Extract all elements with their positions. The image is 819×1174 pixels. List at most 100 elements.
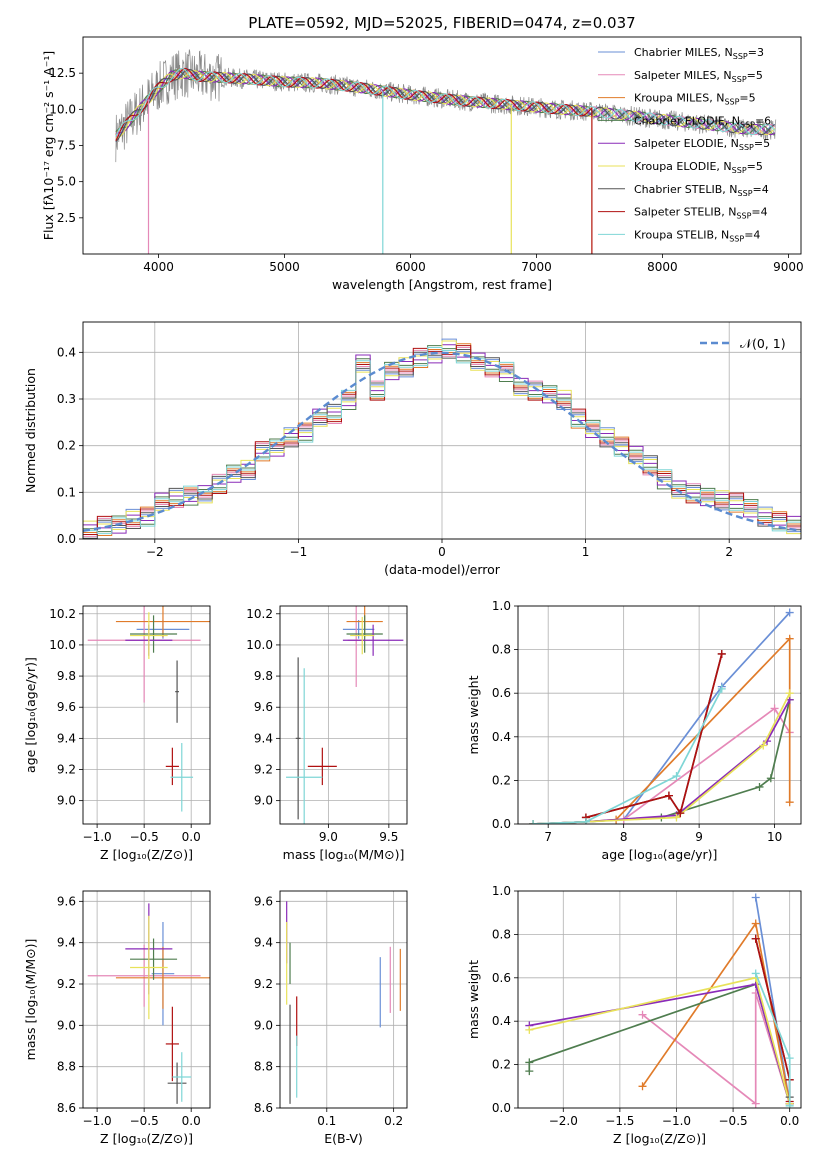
x-tick-label: −1.0 [83, 830, 112, 844]
weight-marker [751, 934, 760, 943]
x-tick-label: −1.0 [662, 1114, 691, 1128]
y-tick-label: 0.1 [57, 485, 76, 499]
y-tick-label: 0.0 [492, 817, 511, 831]
error-bar-point [130, 612, 168, 659]
weight-line [585, 653, 723, 819]
axes-frame [279, 890, 408, 1109]
y-tick-label: 7.5 [57, 139, 76, 153]
y-tick-label: 8.8 [57, 1060, 76, 1074]
axes-frame [82, 605, 211, 825]
weight-marker [717, 684, 726, 693]
y-tick-label: 9.8 [57, 669, 76, 683]
legend-entry: Kroupa MILES, NSSP=5 [634, 92, 756, 107]
plot-area [286, 606, 404, 824]
y-tick-label: 9.4 [254, 936, 273, 950]
weight-line [533, 699, 791, 824]
plot-area [525, 893, 794, 1108]
residual-histogram-step [83, 347, 801, 539]
y-tick-label: 9.2 [57, 763, 76, 777]
y-tick-label: 0.6 [492, 971, 511, 985]
weight-marker [785, 798, 794, 807]
x-axis-label: Z [log₁₀(Z/Z⊙)] [100, 847, 193, 862]
legend-entry: Chabrier MILES, NSSP=3 [634, 46, 764, 61]
y-tick-label: 8.8 [254, 1060, 273, 1074]
weight-marker [529, 820, 538, 824]
x-axis-label: Z [log₁₀(Z/Z⊙)] [100, 1131, 193, 1146]
legend-entry: Chabrier ELODIE, NSSP=6 [634, 114, 771, 129]
y-tick-label: 9.6 [57, 894, 76, 908]
x-tick-label: 5000 [269, 260, 300, 274]
weight-line [533, 636, 791, 824]
y-tick-label: 10.2 [49, 607, 76, 621]
error-bar-point [286, 668, 323, 824]
weight-marker [759, 741, 768, 750]
y-tick-label: 10.0 [49, 638, 76, 652]
plot-area [286, 901, 401, 1104]
y-tick-label: 9.2 [254, 977, 273, 991]
weight-marker [785, 1101, 794, 1108]
weight-line [585, 653, 723, 819]
grid [83, 606, 210, 824]
legend-entry: Chabrier STELIB, NSSP=4 [634, 183, 769, 198]
x-axis-label: wavelength [Angstrom, rest frame] [332, 277, 552, 292]
y-tick-label: 0.3 [57, 392, 76, 406]
weight-marker [638, 1010, 647, 1019]
weight-marker [770, 704, 779, 713]
weight-marker [525, 1058, 534, 1067]
y-tick-label: 0.8 [492, 927, 511, 941]
legend-entry: Salpeter MILES, NSSP=5 [634, 69, 763, 84]
x-tick-label: −1.5 [605, 1114, 634, 1128]
y-axis-label: age [log₁₀(age/yr)] [23, 657, 38, 773]
y-tick-label: 8.6 [254, 1101, 273, 1115]
x-axis-label: (data-model)/error [384, 562, 501, 577]
residual-histogram-step [83, 340, 801, 539]
model-spectrum-line [115, 67, 593, 254]
axes-frame [517, 890, 802, 1109]
legend-entry: Kroupa ELODIE, NSSP=5 [634, 160, 763, 175]
weight-line [533, 688, 723, 824]
weight-marker [785, 608, 794, 617]
error-bar-point [165, 1006, 179, 1082]
x-tick-label: 0.0 [182, 830, 201, 844]
y-axis-label: mass weight [466, 675, 481, 754]
legend-entry: Kroupa STELIB, NSSP=4 [634, 228, 760, 243]
axes-frame [279, 605, 408, 825]
weight-marker [525, 1025, 534, 1034]
x-tick-label: 7 [544, 830, 552, 844]
x-tick-label: −1 [290, 545, 308, 559]
model-spectrum-line [115, 70, 776, 136]
x-tick-label: 2 [725, 545, 733, 559]
y-tick-label: 9.2 [57, 977, 76, 991]
weight-marker [785, 1054, 794, 1063]
model-spectrum-line [115, 68, 593, 254]
error-bar-point [172, 1052, 192, 1102]
x-tick-label: 1 [582, 545, 590, 559]
y-tick-label: 1.0 [492, 884, 511, 898]
x-tick-label: 9.5 [379, 830, 398, 844]
weight-marker [581, 817, 590, 824]
y-tick-label: 5.0 [57, 175, 76, 189]
plot-area [115, 49, 777, 254]
error-bar-point [295, 657, 301, 820]
x-tick-label: 0.0 [780, 1114, 799, 1128]
model-spectrum-line [115, 68, 776, 137]
weight-marker [717, 649, 726, 658]
y-tick-label: 0.0 [492, 1101, 511, 1115]
x-tick-label: −0.5 [719, 1114, 748, 1128]
y-tick-label: 1.0 [492, 599, 511, 613]
plot-area [529, 608, 794, 824]
error-bar-point [342, 624, 404, 656]
plot-area [87, 606, 210, 812]
plot-area [83, 338, 801, 539]
y-tick-label: 0.4 [492, 1014, 511, 1028]
x-axis-label: E(B-V) [324, 1131, 363, 1146]
weight-marker [751, 919, 760, 928]
error-bar-point [115, 606, 210, 638]
weight-marker [638, 1082, 647, 1091]
grid [280, 891, 407, 1109]
normal-curve [83, 351, 801, 532]
error-bar-point [87, 944, 201, 1007]
x-tick-label: 7000 [521, 260, 552, 274]
weight-marker [785, 689, 794, 698]
